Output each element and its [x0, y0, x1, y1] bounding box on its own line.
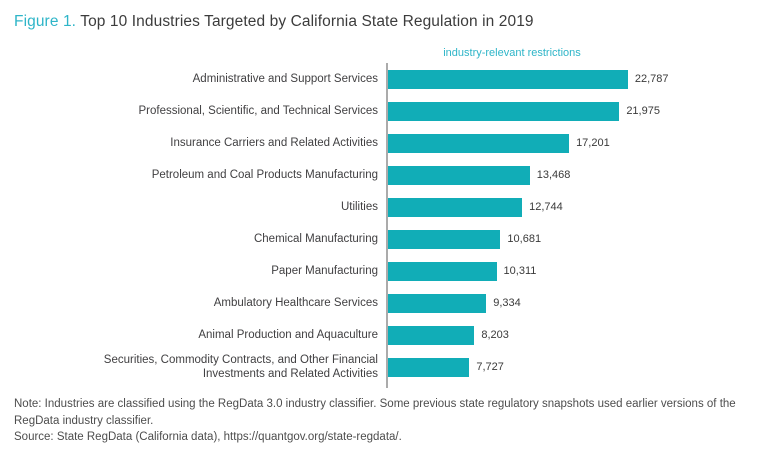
- chart-row: Professional, Scientific, and Technical …: [14, 95, 754, 127]
- figure-number-label: Figure 1.: [14, 13, 77, 30]
- chart-row: Insurance Carriers and Related Activitie…: [14, 127, 754, 159]
- bar-value-label: 9,334: [493, 297, 521, 309]
- category-label: Petroleum and Coal Products Manufacturin…: [151, 168, 378, 181]
- bar-value-label: 17,201: [576, 137, 610, 149]
- legend-series-label: industry-relevant restrictions: [443, 47, 581, 59]
- category-label: Administrative and Support Services: [192, 72, 378, 85]
- bar: [388, 293, 487, 313]
- bar-chart: industry-relevant restrictions Administr…: [14, 47, 754, 388]
- category-label: Utilities: [340, 200, 378, 213]
- chart-row: Administrative and Support Services 22,78…: [14, 63, 754, 95]
- chart-row: Animal Production and Aquaculture 8,203: [14, 319, 754, 351]
- chart-row: Ambulatory Healthcare Services 9,334: [14, 287, 754, 319]
- bar: [388, 357, 470, 377]
- figure-title: Figure 1. Top 10 Industries Targeted by …: [14, 13, 754, 31]
- bar-track: 7,727: [386, 357, 638, 377]
- bar-track: 10,311: [386, 261, 638, 281]
- bar: [388, 197, 523, 217]
- source-text: Source: State RegData (California data),…: [14, 431, 402, 444]
- bar-track: 12,744: [386, 197, 638, 217]
- bar-value-label: 13,468: [536, 169, 571, 181]
- chart-row: Petroleum and Coal Products Manufacturin…: [14, 159, 754, 191]
- bar-track: 9,334: [386, 293, 638, 313]
- bar-value-label: 8,203: [481, 329, 509, 341]
- bar: [388, 69, 628, 89]
- note-text: Note: Industries are classified using th…: [14, 398, 736, 427]
- bar-track: 10,681: [386, 229, 638, 249]
- bar: [388, 133, 570, 153]
- bar: [388, 229, 501, 249]
- category-label: Insurance Carriers and Related Activitie…: [170, 136, 378, 149]
- figure-notes: Note: Industries are classified using th…: [14, 396, 754, 446]
- bar: [388, 101, 620, 121]
- category-label: Paper Manufacturing: [271, 264, 378, 277]
- page-title: Top 10 Industries Targeted by California…: [80, 13, 534, 30]
- bar-track: 21,975: [386, 101, 660, 121]
- category-label: Professional, Scientific, and Technical …: [138, 104, 379, 117]
- chart-row: Securities, Commodity Contracts, and Oth…: [14, 351, 754, 383]
- bar-value-label: 21,975: [626, 105, 660, 117]
- category-label: Animal Production and Aquaculture: [198, 328, 378, 341]
- chart-row: Paper Manufacturing 10,311: [14, 255, 754, 287]
- bar-value-label: 12,744: [529, 201, 563, 213]
- category-label: Securities, Commodity Contracts, and Oth…: [103, 353, 378, 380]
- bar-track: 17,201: [386, 133, 638, 153]
- bar-track: 13,468: [386, 165, 638, 185]
- bar-value-label: 10,681: [507, 233, 542, 245]
- bar: [388, 325, 475, 345]
- chart-plot-area: Administrative and Support Services 22,78…: [14, 63, 754, 388]
- bar: [388, 165, 530, 185]
- bar-value-label: 22,787: [634, 73, 669, 85]
- bar-track: 22,787: [386, 69, 669, 89]
- bar-value-label: 7,727: [476, 361, 504, 373]
- bar: [388, 261, 497, 281]
- category-label: Ambulatory Healthcare Services: [213, 296, 378, 309]
- chart-legend: industry-relevant restrictions: [386, 47, 638, 63]
- chart-row: Utilities 12,744: [14, 191, 754, 223]
- category-label: Chemical Manufacturing: [253, 232, 378, 245]
- bar-track: 8,203: [386, 325, 638, 345]
- bar-value-label: 10,311: [503, 265, 537, 277]
- chart-row: Chemical Manufacturing 10,681: [14, 223, 754, 255]
- y-axis-line: [386, 63, 388, 388]
